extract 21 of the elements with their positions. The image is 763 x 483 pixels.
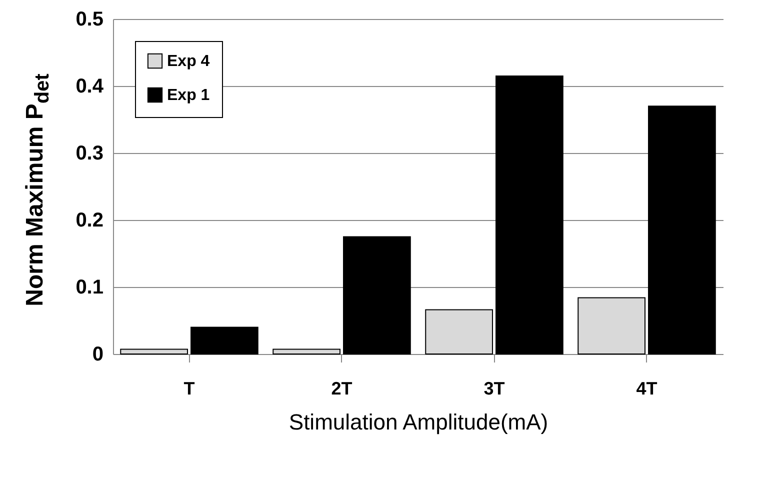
x-tick-label: 2T [331,378,352,398]
x-axis-title: Stimulation Amplitude(mA) [288,410,548,434]
y-tick-label: 0.2 [76,210,104,232]
y-tick-label: 0.1 [76,276,104,298]
legend-label: Exp 4 [167,53,210,70]
x-tick-label: 4T [636,378,658,398]
bar [496,75,564,354]
legend-label: Exp 1 [167,87,210,104]
bar [272,348,340,354]
bar [425,309,493,354]
x-tick-label: 3T [484,378,505,398]
bar [190,326,258,354]
y-tick-label: 0 [92,344,104,366]
bar [578,297,646,354]
bar [120,348,188,354]
y-tick-label: 0.3 [76,142,104,164]
bar [648,106,716,354]
x-tick-label: T [184,378,195,398]
bar [343,236,411,354]
y-tick-label: 0.5 [76,8,104,30]
y-tick-label: 0.4 [76,76,104,98]
